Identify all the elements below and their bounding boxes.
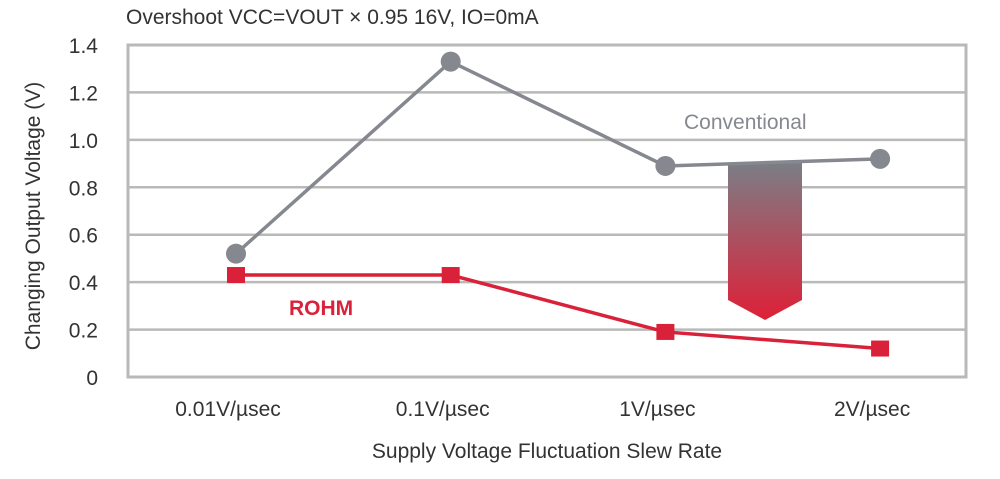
x-tick-label: 1V/µsec — [619, 398, 695, 421]
y-tick-label: 1.2 — [69, 82, 98, 105]
y-tick-label: 0.2 — [69, 320, 98, 343]
series-line-conventional — [234, 59, 881, 255]
y-axis-label: Changing Output Voltage (V) — [22, 82, 45, 351]
plot-frame — [126, 43, 968, 379]
data-point-conventional — [440, 51, 461, 72]
data-point-rohm — [871, 340, 890, 357]
x-tick-label: 0.1V/µsec — [396, 398, 490, 421]
data-point-rohm — [227, 267, 245, 284]
legend-conventional: Conventional — [684, 111, 807, 134]
data-point-conventional — [655, 155, 676, 176]
legend-rohm: ROHM — [289, 297, 353, 320]
y-tick-label: 0.8 — [69, 177, 98, 200]
improvement-arrow — [728, 163, 802, 320]
data-point-rohm — [656, 323, 675, 340]
y-tick-label: 0 — [86, 367, 98, 390]
y-tick-label: 0.4 — [69, 272, 99, 295]
x-tick-label: 2V/µsec — [834, 398, 910, 421]
series-line-rohm — [236, 273, 881, 351]
data-point-rohm — [441, 267, 460, 284]
chart-title: Overshoot VCC=VOUT × 0.95 16V, IO=0mA — [126, 6, 539, 29]
x-tick-label: 0.01V/µsec — [175, 398, 281, 421]
y-tick-label: 1.4 — [69, 35, 99, 58]
x-axis-label: Supply Voltage Fluctuation Slew Rate — [372, 440, 722, 463]
y-tick-label: 1.0 — [69, 130, 98, 153]
y-tick-label: 0.6 — [69, 225, 98, 248]
data-point-conventional — [226, 243, 246, 264]
data-point-conventional — [870, 148, 891, 169]
